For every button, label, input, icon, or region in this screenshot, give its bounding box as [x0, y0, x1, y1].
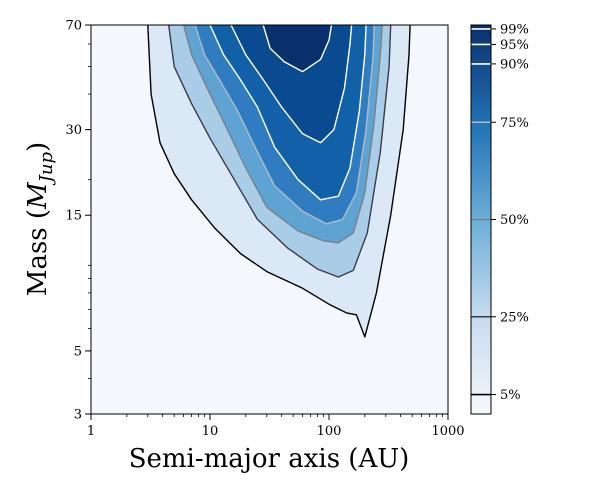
x-tick-label: 1: [87, 424, 95, 439]
contour-line-25: [168, 25, 392, 278]
colorbar-tick-label: 50%: [500, 213, 529, 228]
contour-line-99: [262, 25, 333, 73]
contour-line-50: [182, 25, 383, 244]
contour-line-75: [194, 25, 375, 225]
y-axis-title: Mass (MJup): [23, 142, 57, 296]
colorbar-tick-label: 25%: [500, 310, 529, 325]
colorbar-tick-label: 90%: [500, 57, 529, 72]
x-axis-title: Semi-major axis (AU): [129, 444, 410, 474]
y-tick-label: 15: [65, 209, 82, 224]
y-tick-label: 3: [74, 408, 82, 423]
y-tick-label: 30: [65, 123, 82, 138]
contour-fill-99: [263, 25, 332, 72]
contour-line-5: [147, 25, 411, 338]
heatmap-fills: [147, 25, 411, 337]
colorbar: 5% 25% 50% 75% 90% 95%99%: [470, 22, 529, 415]
colorbar-frame: [470, 24, 492, 415]
contour-lines: [147, 25, 411, 338]
plot-area: [90, 24, 449, 415]
colorbar-tick-label: 5%: [500, 388, 521, 403]
colorbar-tick-label: 99%: [500, 22, 529, 37]
x-tick-label: 10: [202, 424, 219, 439]
y-axis: 3 5 15 30 70: [65, 19, 91, 423]
contour-line-95: [230, 25, 353, 144]
contour-line-90: [209, 25, 367, 201]
colorbar-tick-label: 95%: [500, 38, 529, 53]
colorbar-ticks: 5% 25% 50% 75% 90% 95%99%: [471, 22, 529, 403]
x-tick-label: 100: [317, 424, 342, 439]
colorbar-tick-label: 75%: [500, 116, 529, 131]
y-tick-label: 70: [65, 19, 82, 34]
x-axis: 1 10 100 1000: [87, 414, 465, 439]
plot-frame: [90, 24, 449, 415]
y-tick-label: 5: [74, 344, 82, 359]
x-tick-label: 1000: [431, 424, 464, 439]
